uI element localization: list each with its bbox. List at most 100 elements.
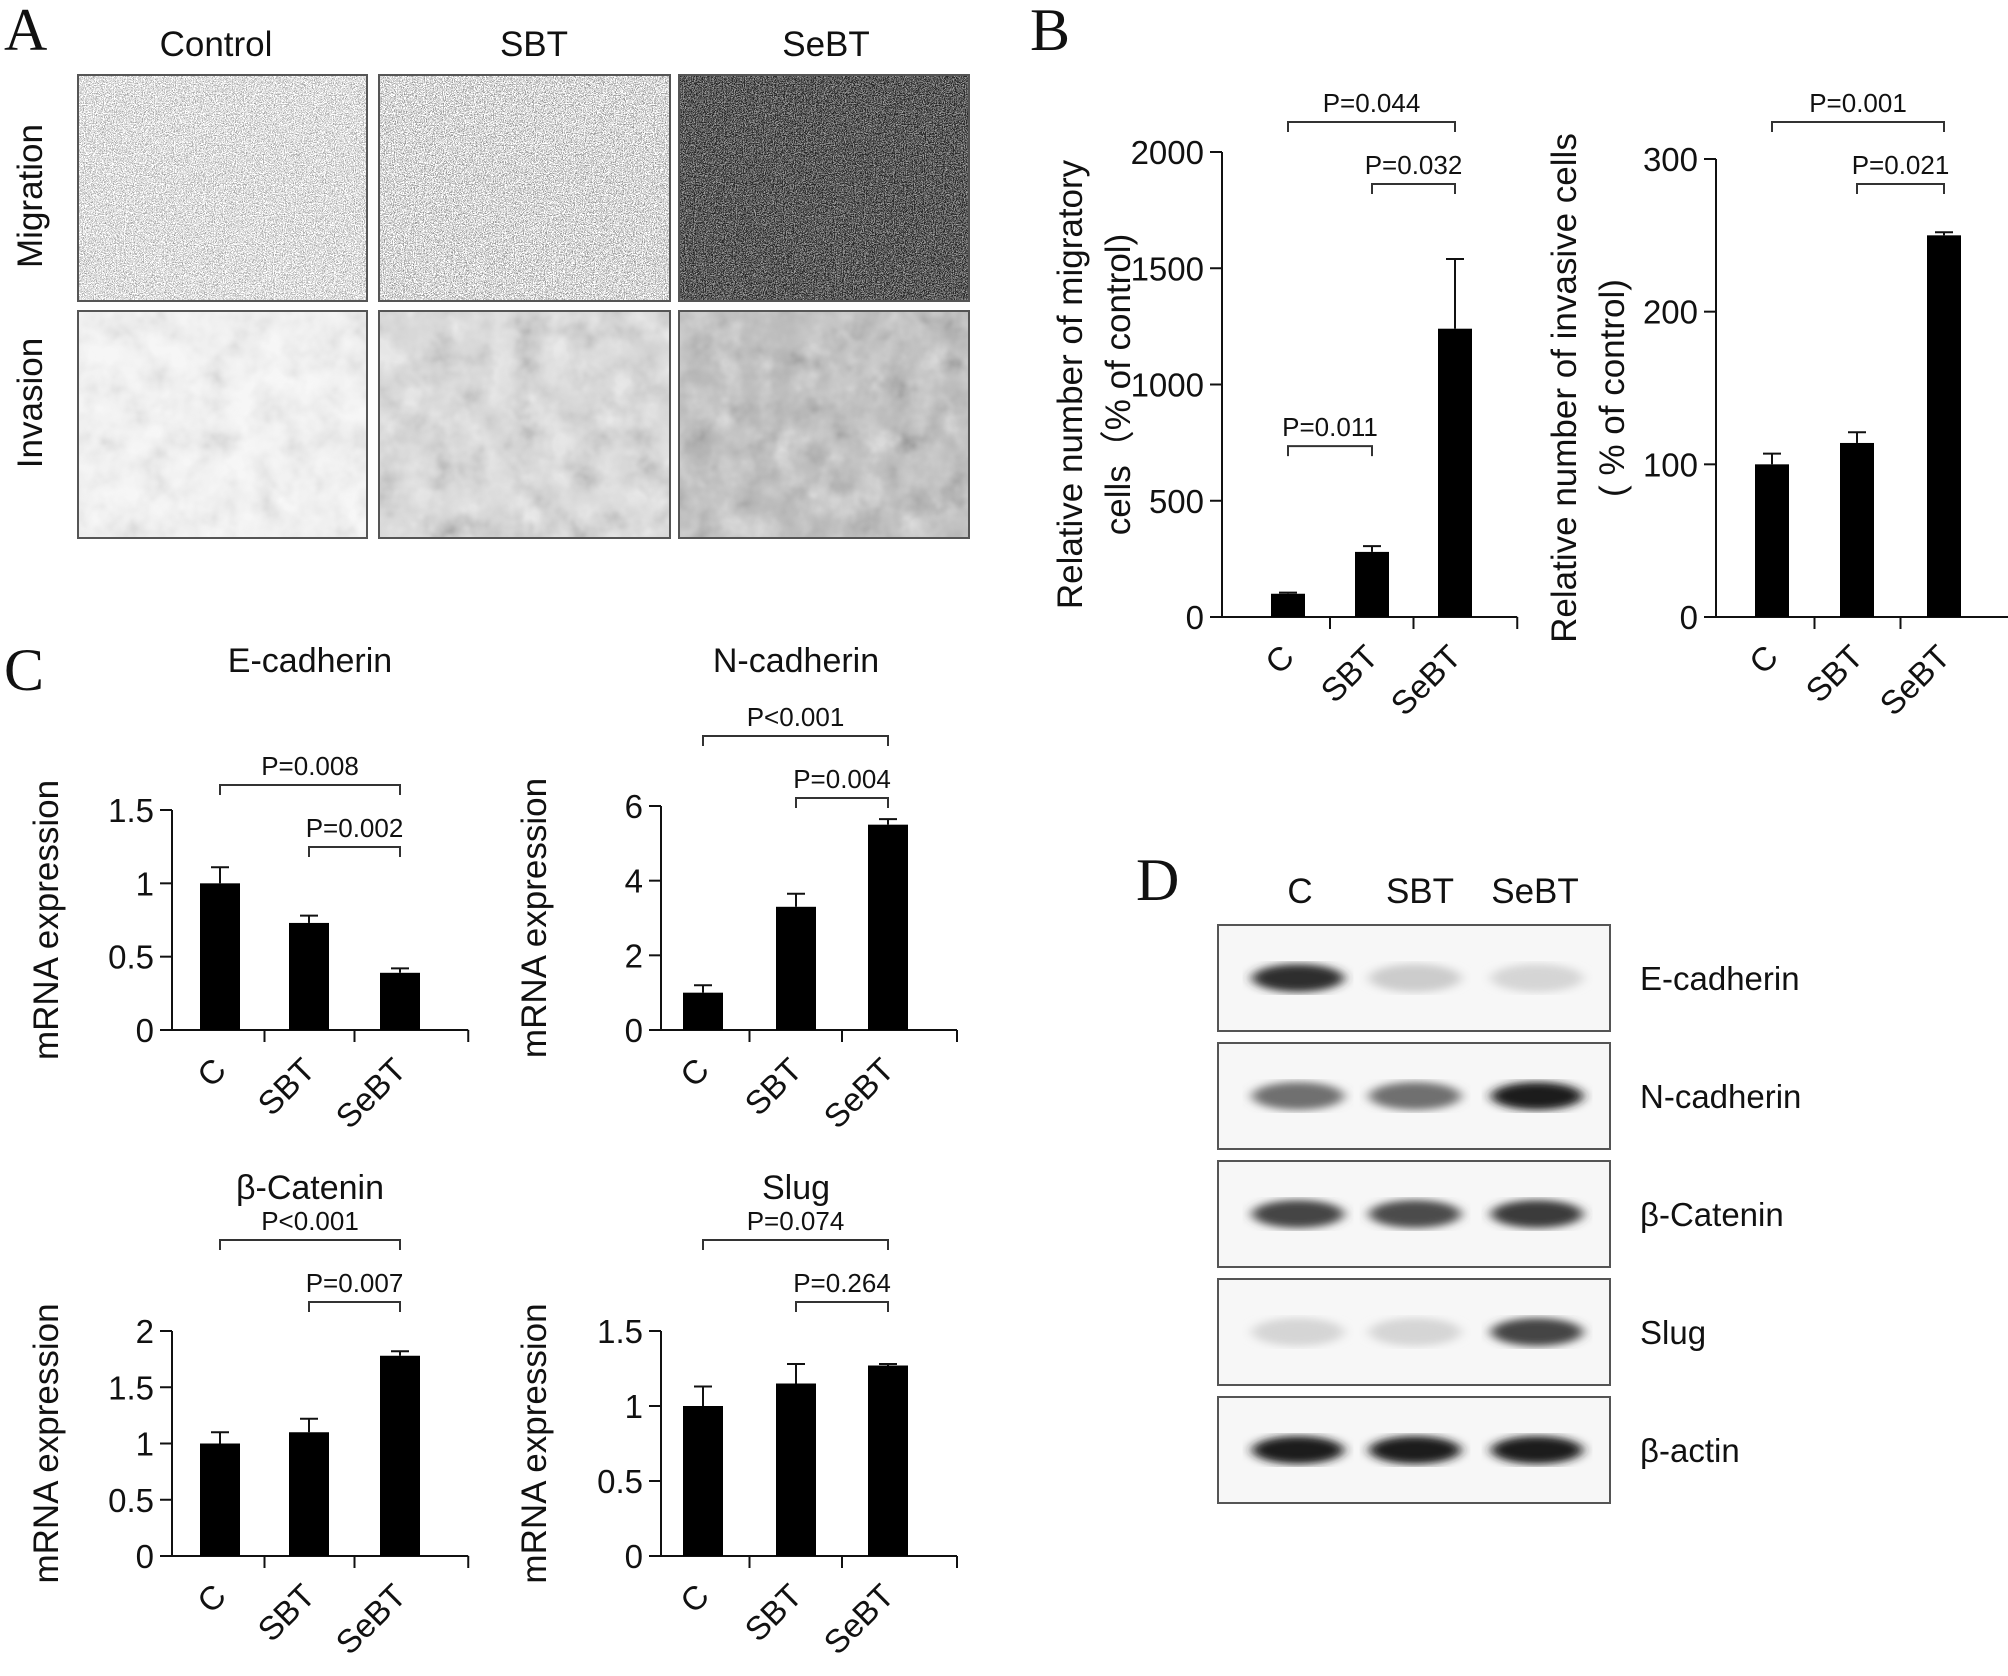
blot-lane-c: C	[1287, 872, 1312, 911]
blot-band	[1491, 1082, 1583, 1110]
category-label: SeBT	[816, 1051, 901, 1136]
category-label: C	[190, 1577, 233, 1620]
p-value-label: P=0.021	[1852, 150, 1950, 180]
blot-3: β-Catenin	[1217, 1160, 1784, 1268]
blot-band	[1369, 964, 1461, 992]
y-tick-label: 4	[625, 863, 643, 900]
category-label: SeBT	[1383, 638, 1468, 723]
y-tick-label: 100	[1643, 446, 1698, 483]
significance-bracket	[1287, 445, 1373, 457]
y-axis-label: mRNA expression	[515, 1303, 554, 1583]
blot-band	[1491, 1318, 1583, 1346]
y-tick-label: 0.5	[597, 1463, 643, 1500]
blot-label: β-actin	[1640, 1432, 1740, 1469]
migration-image-control	[77, 74, 368, 302]
y-axis-label: Relative number of invasive cells	[1545, 133, 1584, 643]
bar-c	[200, 1443, 240, 1556]
bar-c	[1271, 593, 1305, 617]
significance-bracket	[308, 1301, 401, 1312]
y-tick-label: 2	[625, 937, 643, 974]
blot-label: Slug	[1640, 1314, 1706, 1351]
migration-image-sbt	[378, 74, 671, 302]
significance-bracket	[219, 784, 401, 795]
western-blots: E-cadherin N-cadherin β-Catenin Slug β-actin	[1217, 924, 1801, 1504]
blot-band	[1369, 1318, 1461, 1346]
blot-4: Slug	[1217, 1278, 1706, 1386]
panel-a-letter: A	[4, 0, 47, 63]
bar-c	[683, 1406, 723, 1556]
y-axis-label: mRNA expression	[515, 778, 554, 1058]
category-label: C	[1742, 638, 1785, 681]
chart-title: N-cadherin	[713, 642, 879, 680]
blot-band	[1491, 964, 1583, 992]
blot-band	[1369, 1200, 1461, 1228]
significance-bracket	[219, 1239, 401, 1250]
bar-sbt	[1355, 551, 1389, 617]
invasion-image-sebt	[678, 310, 970, 539]
p-value-label: P=0.004	[793, 764, 891, 794]
p-value-label: P=0.011	[1282, 412, 1378, 442]
panel-a-row-invasion: Invasion	[11, 338, 50, 468]
y-axis-label: cells（% of control)	[1099, 234, 1138, 535]
p-value-label: P=0.074	[747, 1206, 845, 1236]
panel-c-letter: C	[4, 637, 44, 703]
p-value-label: P<0.001	[747, 702, 845, 732]
bar-sebt	[868, 824, 908, 1030]
chart-2: 0 100 200 300 C SBT SeBT Relative number of inv…	[1545, 88, 2008, 722]
y-tick-label: 1500	[1131, 250, 1204, 287]
chart-title: β-Catenin	[236, 1169, 384, 1207]
bar-sebt	[380, 972, 420, 1030]
p-value-label: P=0.007	[306, 1268, 404, 1298]
bar-sebt	[380, 1355, 420, 1556]
bar-sbt	[776, 1383, 816, 1556]
blot-2: N-cadherin	[1217, 1042, 1801, 1150]
panel-d-letter: D	[1136, 847, 1179, 913]
category-label: C	[1258, 638, 1301, 681]
category-label: SBT	[1313, 638, 1385, 710]
y-axis-label: Relative number of migratory	[1051, 159, 1090, 609]
significance-bracket	[1371, 183, 1456, 194]
bar-sbt	[1840, 442, 1874, 617]
y-tick-label: 1	[136, 865, 154, 902]
blot-label: N-cadherin	[1640, 1078, 1801, 1115]
blot-5: β-actin	[1217, 1396, 1740, 1504]
significance-bracket	[308, 846, 401, 857]
blot-1: E-cadherin	[1217, 924, 1800, 1032]
category-label: SeBT	[1872, 638, 1957, 723]
bar-c	[1755, 464, 1789, 617]
y-tick-label: 200	[1643, 294, 1698, 331]
y-tick-label: 1.5	[108, 1369, 154, 1406]
bar-sbt	[289, 1432, 329, 1556]
bar-c	[200, 883, 240, 1030]
chart-6: Slug 0 0.5 1 1.5 C SBT SeBT mRNA expression P=0.0…	[515, 1169, 958, 1661]
p-value-label: P<0.001	[261, 1206, 359, 1236]
blot-band	[1491, 1200, 1583, 1228]
bar-sbt	[776, 906, 816, 1030]
panel-b-letter: B	[1030, 0, 1070, 63]
category-label: SBT	[1798, 638, 1870, 710]
chart-5: β-Catenin 0 0.5 1 1.5 2 C SBT SeBT mRNA expressio…	[27, 1169, 470, 1662]
p-value-label: P=0.264	[793, 1268, 891, 1298]
invasion-image-sbt	[378, 310, 671, 539]
blot-label: E-cadherin	[1640, 960, 1800, 997]
y-tick-label: 1	[136, 1426, 154, 1463]
blot-band	[1252, 1082, 1344, 1110]
y-tick-label: 0	[625, 1538, 643, 1575]
y-axis-label: mRNA expression	[27, 1303, 66, 1583]
blot-band	[1369, 1082, 1461, 1110]
category-label: C	[673, 1577, 716, 1620]
chart-title: E-cadherin	[228, 642, 392, 680]
y-tick-label: 1000	[1131, 367, 1204, 404]
y-tick-label: 1	[625, 1388, 643, 1425]
bar-sebt	[1438, 328, 1472, 617]
y-tick-label: 1.5	[597, 1313, 643, 1350]
category-label: SeBT	[328, 1577, 413, 1662]
p-value-label: P=0.044	[1323, 88, 1421, 118]
blot-lane-sebt: SeBT	[1491, 872, 1579, 911]
bar-sebt	[868, 1365, 908, 1556]
category-label: SeBT	[328, 1051, 413, 1136]
y-tick-label: 2	[136, 1313, 154, 1350]
significance-bracket	[702, 1239, 889, 1250]
